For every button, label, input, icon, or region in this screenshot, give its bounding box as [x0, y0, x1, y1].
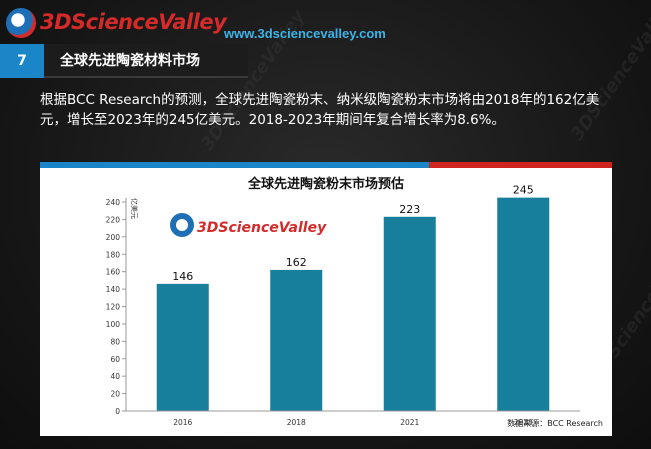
x-tick-label: 2023 — [514, 418, 533, 427]
chart-logo: 3DScienceValley — [170, 213, 327, 237]
x-tick-label: 2018 — [287, 418, 306, 427]
y-tick-label: 20 — [110, 390, 120, 399]
accent-strip — [40, 162, 612, 168]
bar — [383, 216, 436, 411]
logo-globe-icon — [6, 8, 36, 38]
logo-text: 3DScienceValley — [40, 10, 227, 34]
x-tick-label: 2021 — [400, 418, 419, 427]
x-axis: 2016 2018 2021 2023 — [126, 410, 580, 427]
bar — [156, 283, 209, 411]
bar — [497, 197, 550, 411]
bar — [270, 269, 323, 411]
y-tick-label: 200 — [106, 233, 121, 242]
y-tick-label: 220 — [106, 215, 121, 224]
section-title: 全球先进陶瓷材料市场 — [60, 53, 200, 69]
y-axis-label: 亿美元 — [130, 198, 139, 219]
y-tick-label: 100 — [106, 320, 121, 329]
y-tick-label: 40 — [110, 372, 120, 381]
section-header: 7 全球先进陶瓷材料市场 — [0, 44, 248, 78]
y-tick-label: 180 — [106, 250, 121, 259]
chart-panel: 全球先进陶瓷粉末市场预估 3DScienceValley 0 20 40 60 80 10… — [40, 168, 612, 436]
y-tick-label: 240 — [106, 198, 121, 207]
y-tick-label: 60 — [110, 355, 120, 364]
site-url[interactable]: www.3dsciencevalley.com — [224, 26, 386, 41]
bar-value-label: 223 — [399, 203, 420, 216]
bar-value-label: 146 — [172, 270, 193, 283]
y-tick-label: 160 — [106, 268, 121, 277]
y-tick-label: 120 — [106, 303, 121, 312]
bar-chart: 全球先进陶瓷粉末市场预估 3DScienceValley 0 20 40 60 80 10… — [106, 176, 603, 428]
bars: 146 162 223 245 — [156, 184, 550, 411]
data-source: 数据来源：BCC Research — [507, 418, 603, 428]
x-tick-label: 2016 — [173, 418, 192, 427]
brand-logo: 3DScienceValley — [6, 6, 227, 40]
bar-value-label: 245 — [513, 184, 534, 197]
chart-logo-text: 3DScienceValley — [197, 220, 327, 236]
y-axis: 0 20 40 60 80 100 120 140 160 180 200 220 240 — [106, 198, 127, 416]
y-tick-label: 0 — [115, 407, 120, 416]
y-tick-label: 80 — [110, 337, 120, 346]
bar-value-label: 162 — [286, 256, 307, 269]
y-tick-label: 140 — [106, 285, 121, 294]
section-number: 7 — [0, 44, 44, 78]
chart-title: 全球先进陶瓷粉末市场预估 — [247, 176, 404, 192]
description-text: 根据BCC Research的预测，全球先进陶瓷粉末、纳米级陶瓷粉末市场将由20… — [40, 92, 600, 128]
